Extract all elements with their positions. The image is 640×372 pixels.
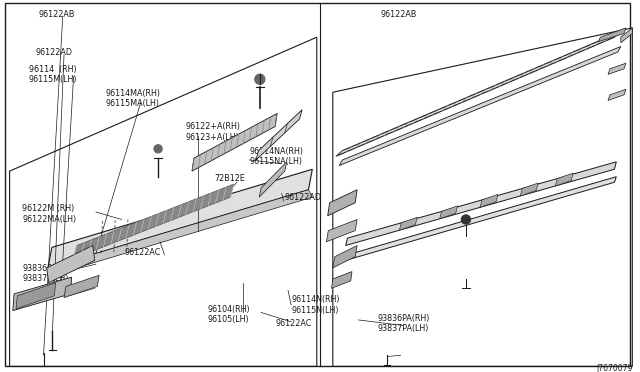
Text: 96104(RH)
96105(LH): 96104(RH) 96105(LH)	[208, 305, 251, 324]
Polygon shape	[16, 283, 56, 309]
Circle shape	[255, 74, 265, 84]
Text: 96122AD: 96122AD	[35, 48, 72, 57]
Text: 96122AD: 96122AD	[285, 193, 322, 202]
Polygon shape	[192, 113, 277, 171]
Polygon shape	[48, 190, 312, 275]
Text: 96122+A(RH)
96123+A(LH): 96122+A(RH) 96123+A(LH)	[186, 122, 241, 142]
Polygon shape	[333, 246, 357, 268]
Polygon shape	[621, 28, 632, 43]
Polygon shape	[339, 46, 621, 166]
Circle shape	[461, 215, 470, 224]
Polygon shape	[328, 190, 357, 216]
Text: J7670079: J7670079	[596, 364, 632, 372]
Polygon shape	[74, 184, 234, 259]
Text: 96122AB: 96122AB	[381, 10, 417, 19]
Polygon shape	[332, 272, 352, 288]
Polygon shape	[608, 63, 626, 74]
Text: 72B12E: 72B12E	[214, 174, 245, 183]
Text: 96122AB: 96122AB	[38, 10, 75, 19]
Polygon shape	[608, 89, 626, 100]
Text: 96114NA(RH)
96115NA(LH): 96114NA(RH) 96115NA(LH)	[250, 147, 303, 166]
Polygon shape	[336, 32, 621, 156]
Polygon shape	[47, 246, 95, 283]
Circle shape	[154, 145, 162, 153]
Polygon shape	[440, 206, 458, 219]
Text: 96114N(RH)
96115N(LH): 96114N(RH) 96115N(LH)	[291, 295, 340, 315]
Polygon shape	[256, 110, 302, 160]
Polygon shape	[13, 277, 72, 311]
Text: 96114MA(RH)
96115MA(LH): 96114MA(RH) 96115MA(LH)	[106, 89, 161, 108]
Polygon shape	[64, 275, 99, 298]
Polygon shape	[556, 173, 573, 186]
Polygon shape	[48, 169, 312, 268]
Polygon shape	[259, 162, 287, 197]
Polygon shape	[598, 28, 626, 42]
Polygon shape	[399, 217, 417, 230]
Polygon shape	[346, 162, 616, 246]
Text: 96114  (RH)
96115M(LH): 96114 (RH) 96115M(LH)	[29, 65, 77, 84]
Text: 93836P(RH)
93837P(LH): 93836P(RH) 93837P(LH)	[22, 264, 70, 283]
Polygon shape	[326, 219, 357, 242]
Text: 96122AC: 96122AC	[125, 248, 161, 257]
Text: 96122M (RH)
96122MA(LH): 96122M (RH) 96122MA(LH)	[22, 204, 77, 224]
Text: 96122AC: 96122AC	[275, 319, 312, 328]
Polygon shape	[520, 183, 538, 196]
Polygon shape	[480, 194, 498, 207]
Text: 93836PA(RH)
93837PA(LH): 93836PA(RH) 93837PA(LH)	[378, 314, 430, 333]
Polygon shape	[346, 177, 616, 260]
